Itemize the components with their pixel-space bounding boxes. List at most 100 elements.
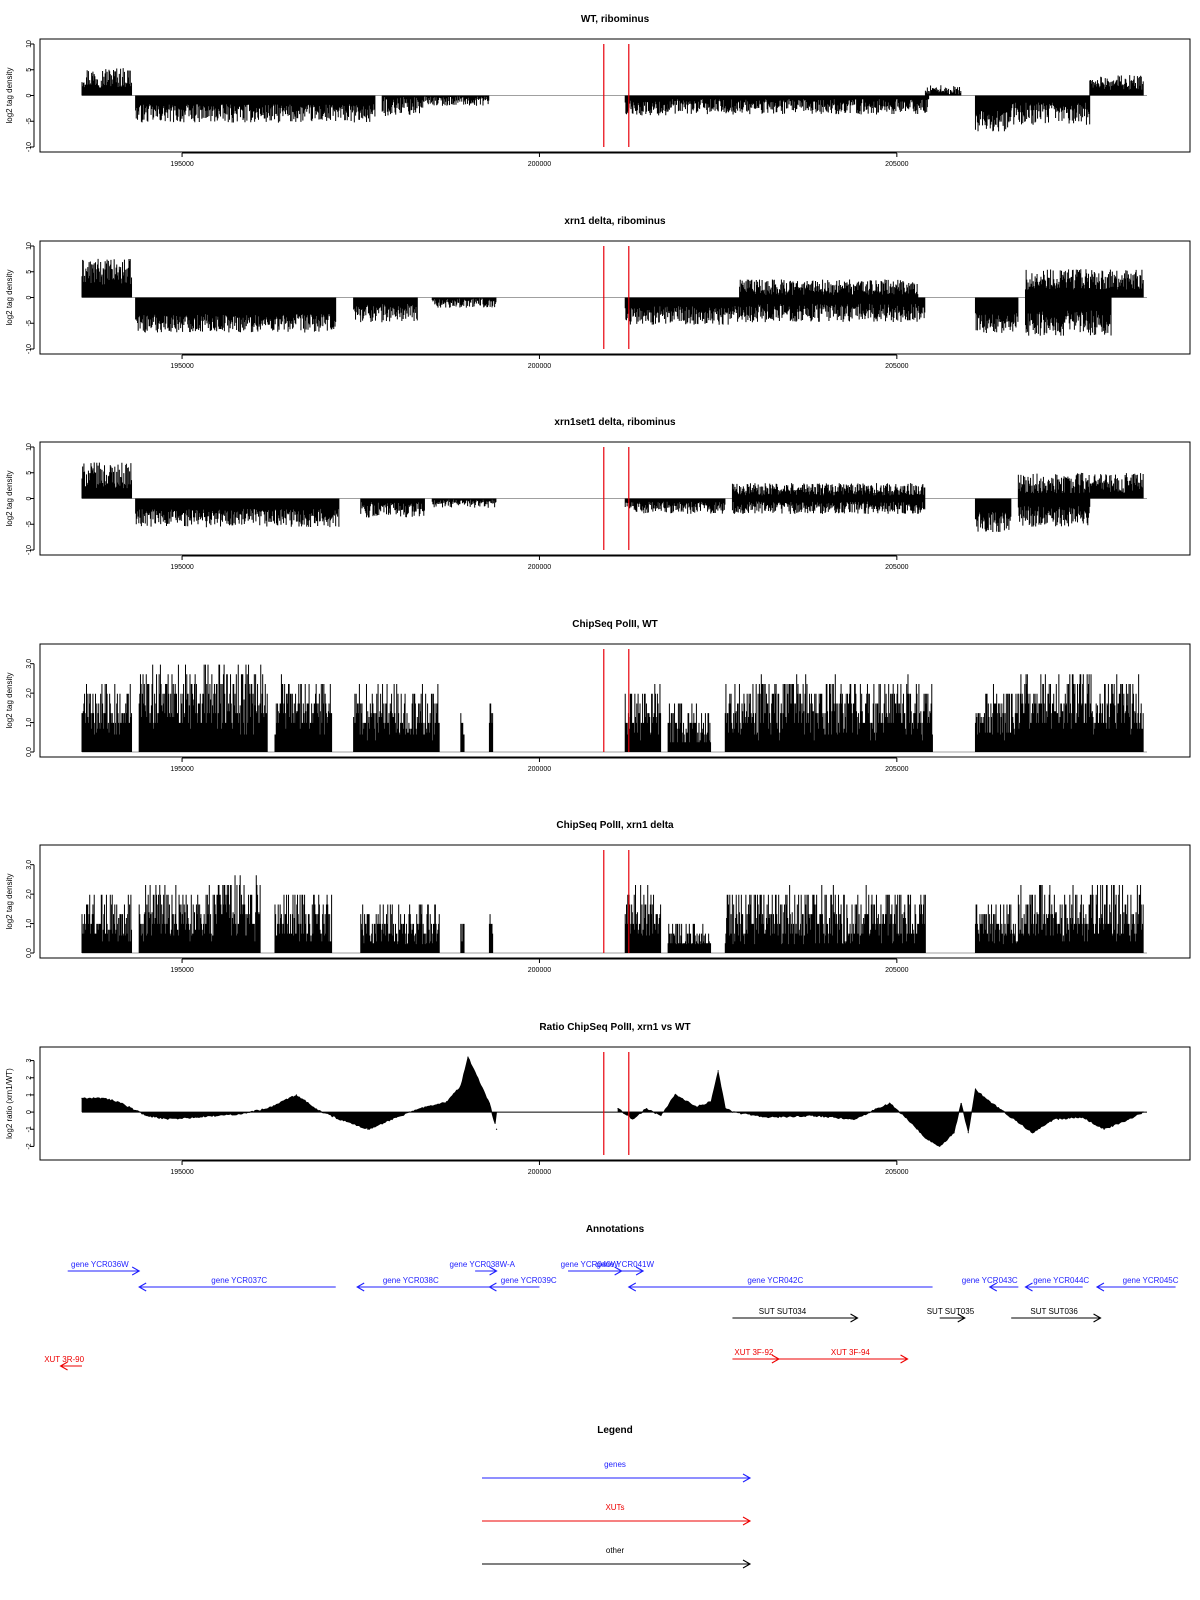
signal-segment <box>667 703 712 752</box>
arrow-head <box>1093 1313 1102 1323</box>
x-tick-label: 195000 <box>170 363 193 370</box>
y-tick-label: 10 <box>26 443 33 451</box>
x-tick-label: 200000 <box>528 1169 551 1176</box>
annotation-label: gene YCR036W <box>71 1260 129 1269</box>
signal-segment <box>974 498 1012 532</box>
ratio-point <box>102 1097 105 1099</box>
x-tick-label: 200000 <box>528 766 551 773</box>
annotation-label: gene YCR037C <box>211 1276 267 1285</box>
ratio-point <box>238 1113 240 1115</box>
signal-segment <box>731 297 926 323</box>
signal-segment <box>81 894 133 953</box>
chart-panel-5: ChipSeq PolII, xrn1 delta log2 tag densit… <box>5 820 1191 974</box>
signal-segment <box>381 95 426 117</box>
annotation-label: gene YCR038C <box>383 1276 439 1285</box>
signal-segment <box>1024 297 1112 336</box>
signal-segment <box>624 684 662 752</box>
annotation-feature: gene YCR041W <box>596 1260 654 1276</box>
y-tick-label: 3.0 <box>26 659 33 669</box>
signal-bars <box>424 95 490 106</box>
ratio-point <box>1103 1128 1105 1130</box>
ratio-point <box>1082 1116 1084 1118</box>
signal-bars <box>974 904 1019 953</box>
plot-frame <box>39 1046 1191 1161</box>
signal-segment <box>353 684 440 752</box>
signal-bars <box>81 258 133 298</box>
y-tick-label: 0 <box>26 1110 33 1114</box>
annotation-feature: XUT 3R-90 <box>44 1355 85 1371</box>
y-tick-label: -10 <box>26 344 33 354</box>
signal-bars <box>135 95 376 123</box>
signal-bars <box>731 297 926 323</box>
chart-panel-2: xrn1 delta, ribominus log2 tag density 10 5… <box>5 216 1191 370</box>
ratio-point <box>660 1114 662 1117</box>
ratio-point <box>953 1132 955 1134</box>
signal-bars <box>138 875 261 953</box>
x-tick-label: 205000 <box>885 967 908 974</box>
arrow-head <box>635 1266 645 1276</box>
ratio-point <box>295 1094 298 1096</box>
plot-frame <box>39 844 1191 959</box>
signal-segment <box>360 498 425 518</box>
signal-segment <box>431 498 497 508</box>
y-tick-label: 0 <box>26 496 33 500</box>
ratio-point <box>731 1111 734 1113</box>
arrow-head <box>131 1266 141 1276</box>
ratio-point <box>967 1132 969 1134</box>
plot-frame <box>39 441 1191 556</box>
ratio-point <box>1124 1120 1127 1122</box>
signal-segment <box>624 297 733 325</box>
signal-segment <box>138 664 268 752</box>
ratio-point <box>424 1106 426 1108</box>
annotation-feature: gene YCR038W-A <box>450 1260 516 1276</box>
y-axis-label: log2 tag density <box>5 672 14 728</box>
ratio-point <box>810 1114 812 1117</box>
signal-bars <box>624 885 662 953</box>
y-tick-label: 0 <box>26 93 33 97</box>
y-tick-label: 10 <box>26 40 33 48</box>
chart-title: WT, ribominus <box>581 14 650 25</box>
annotation-label: XUT 3R-90 <box>44 1355 84 1364</box>
signal-bars <box>431 498 497 508</box>
signal-segment <box>731 483 926 499</box>
signal-bars <box>1017 472 1144 499</box>
signal-bars <box>974 684 1019 752</box>
signal-segment <box>81 68 133 96</box>
ratio-point <box>495 1128 498 1130</box>
ratio-point <box>445 1101 448 1103</box>
signal-segment <box>924 85 962 96</box>
signal-bars <box>353 684 440 752</box>
signal-segment <box>667 923 712 953</box>
ratio-point <box>117 1101 119 1103</box>
signal-bars <box>81 684 133 752</box>
ratio-point <box>395 1116 398 1118</box>
ratio-point <box>974 1089 977 1091</box>
signal-bars <box>624 297 733 325</box>
legend-item-gene: genes <box>482 1460 752 1483</box>
x-tick-label: 195000 <box>170 564 193 571</box>
x-tick-label: 205000 <box>885 766 908 773</box>
ratio-point <box>317 1109 319 1111</box>
ratio-point <box>939 1145 941 1148</box>
annotation-label: gene YCR042C <box>747 1276 803 1285</box>
annotation-feature: gene YCR038C <box>356 1276 497 1292</box>
y-tick-label: 1 <box>26 1093 33 1097</box>
signal-segment <box>1089 75 1144 96</box>
signal-segment <box>135 95 376 123</box>
ratio-point <box>338 1118 340 1120</box>
annotation-feature: XUT 3F-94 <box>778 1348 909 1364</box>
ratio-point <box>717 1070 719 1072</box>
ratio-point <box>167 1118 169 1120</box>
ratio-point <box>460 1085 462 1087</box>
annotation-label: SUT SUT036 <box>1030 1307 1078 1316</box>
legend-label: genes <box>604 1460 626 1469</box>
arrow-head <box>489 1266 498 1276</box>
arrow-head <box>488 1282 497 1292</box>
arrow-head <box>988 1282 998 1292</box>
ratio-point <box>674 1094 676 1096</box>
legend-track: genes XUTs other <box>482 1460 752 1569</box>
y-tick-label: 2.0 <box>26 889 33 899</box>
chart-title: ChipSeq PolII, WT <box>572 619 658 630</box>
x-tick-label: 200000 <box>528 161 551 168</box>
y-tick-label: 1.0 <box>26 718 33 728</box>
